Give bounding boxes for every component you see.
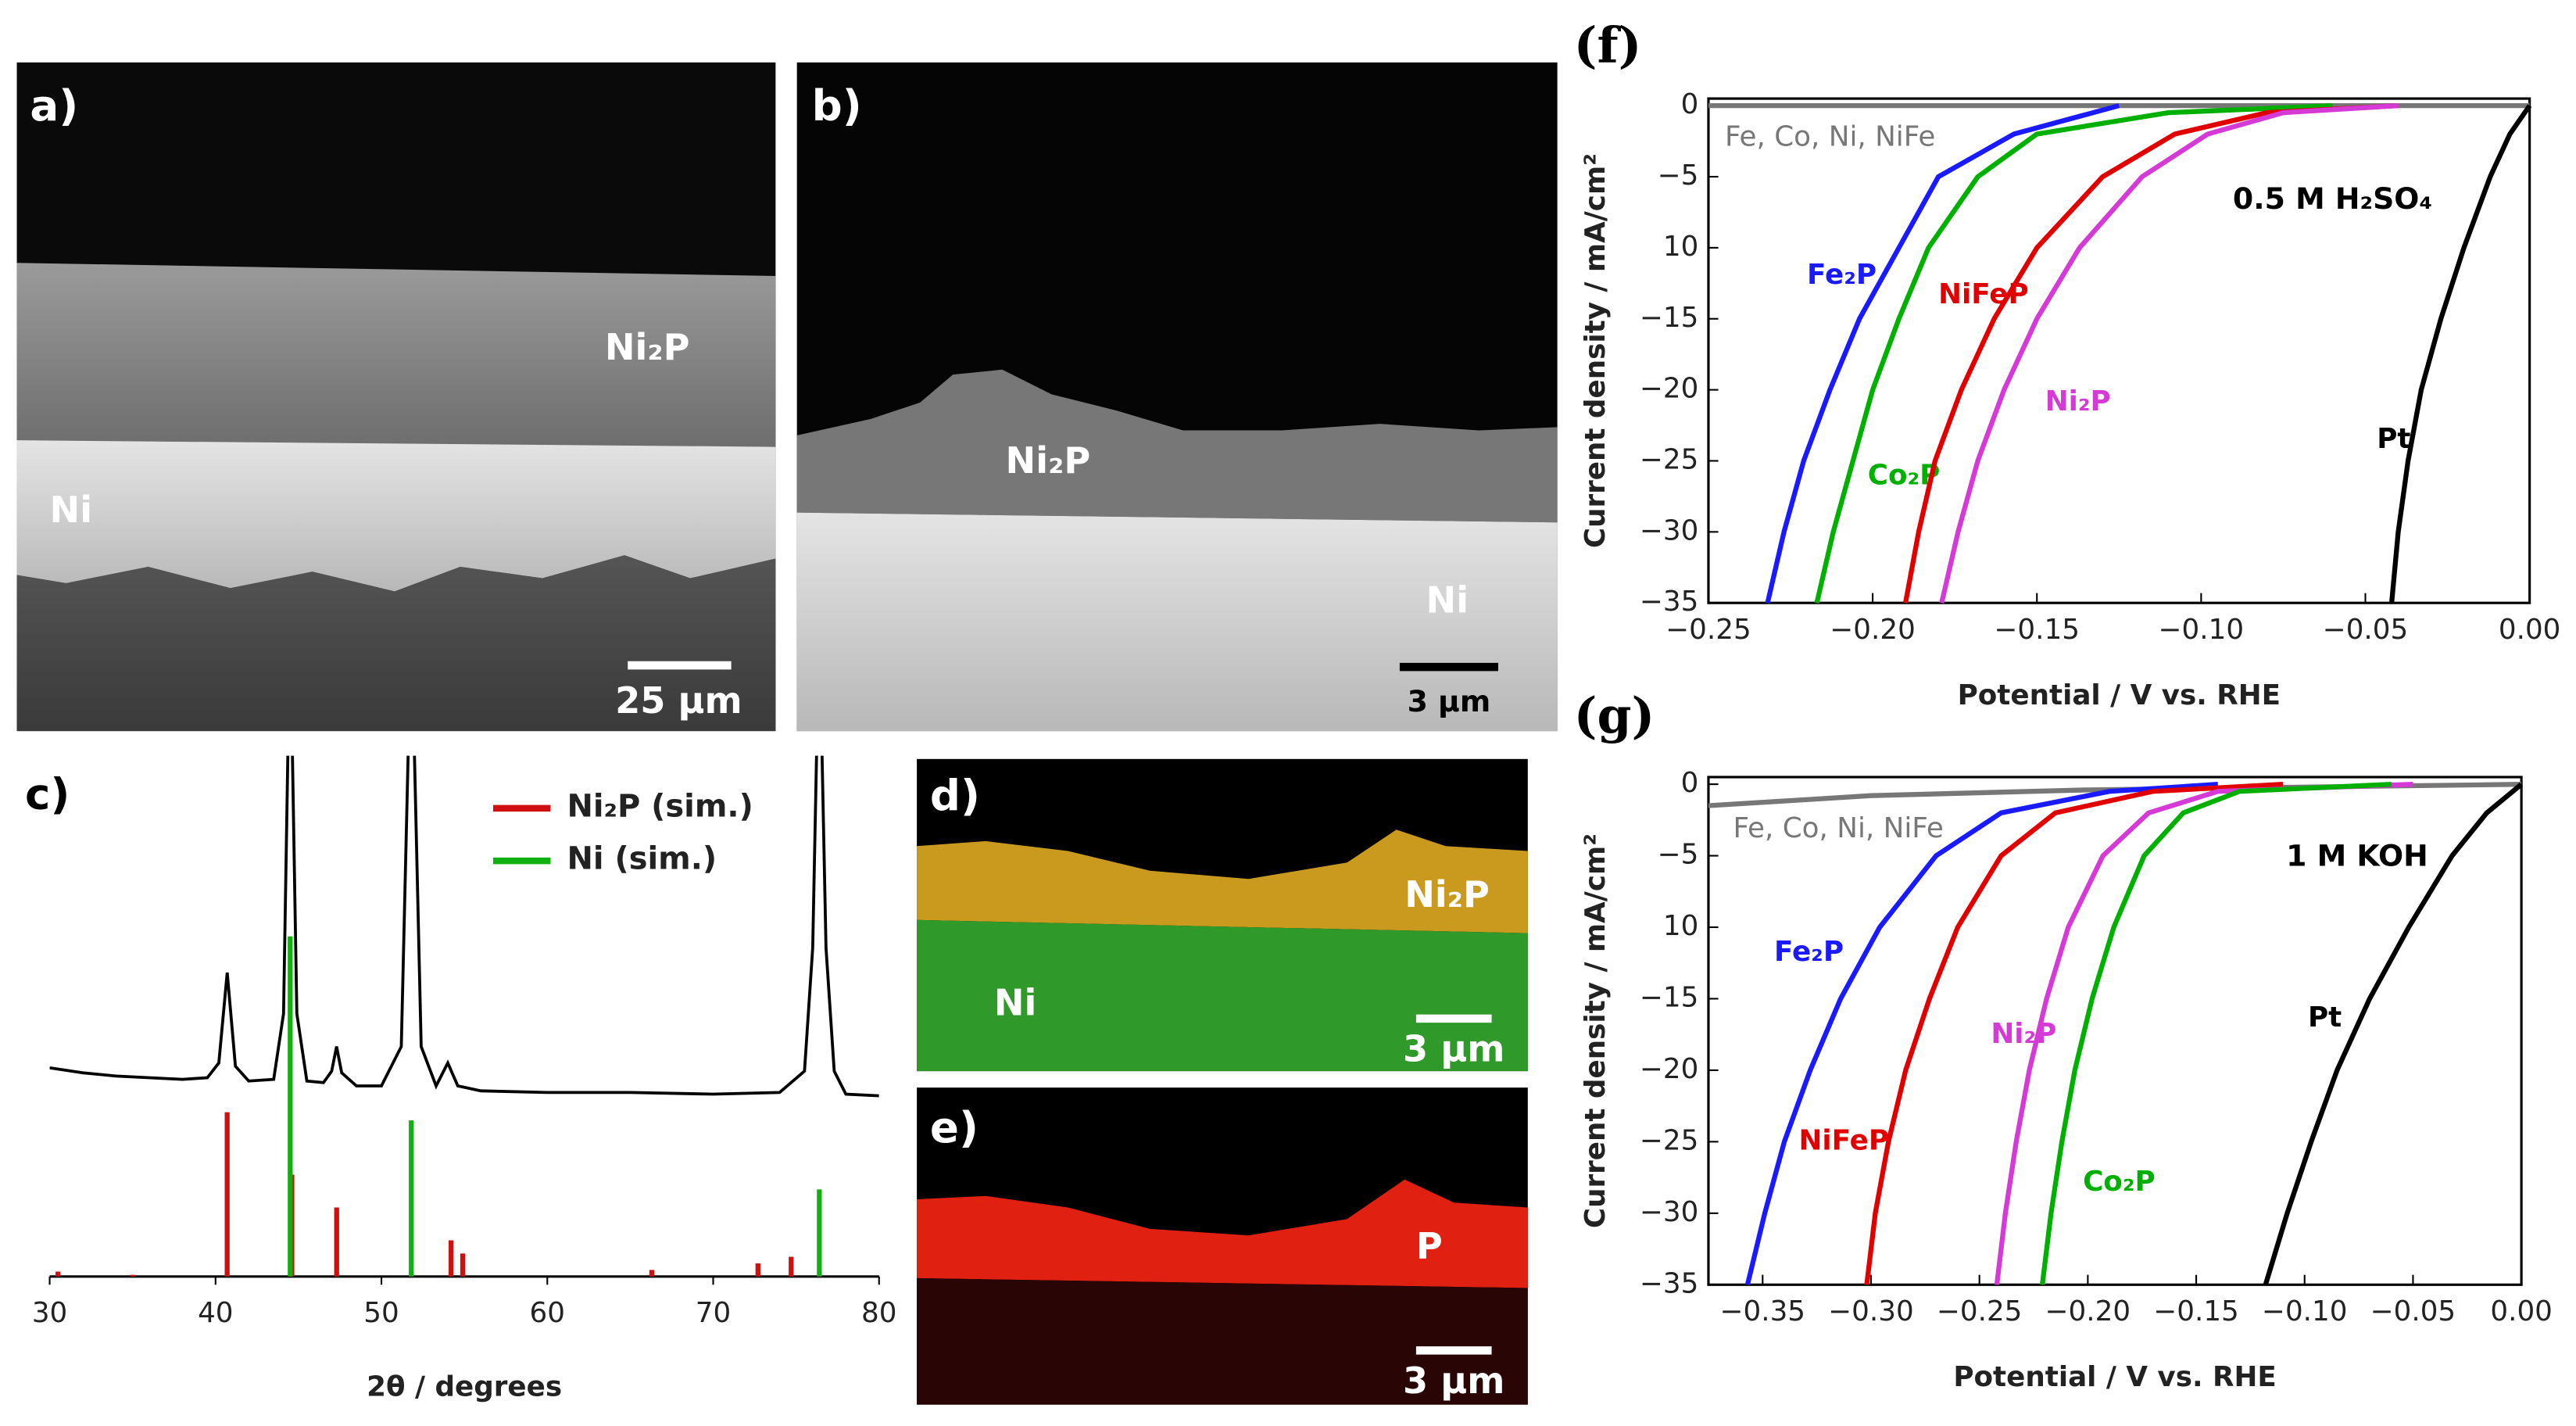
panel-label: a) [30,81,78,131]
y-tick-label: 10 [1663,910,1698,942]
region-label: Ni [1426,579,1469,622]
panel-label: (g) [1574,686,1655,744]
x-tick-label: 60 [530,1297,565,1329]
scale-bar-label: 3 µm [1408,684,1491,718]
series-label: Pt [2308,1001,2342,1034]
series-label: Ni₂P [1991,1018,2056,1050]
series-label: Ni₂P [2045,385,2111,417]
scale-bar-label: 3 µm [1403,1360,1504,1402]
panel-label: d) [930,770,980,820]
x-tick-label: −0.15 [2153,1295,2238,1327]
panel-label: b) [812,81,862,131]
y-tick-label: −25 [1640,443,1698,475]
y-tick-label: 10 [1663,231,1698,263]
x-tick-label: 70 [696,1297,731,1329]
region-label: Ni [994,982,1037,1024]
curve [1744,782,2219,1286]
y-tick-label: −30 [1640,1196,1698,1228]
y-axis-label: Current density / mA/cm² [1580,153,1612,548]
x-tick-label: 0.00 [2490,1295,2553,1327]
x-tick-label: −0.10 [2262,1295,2347,1327]
legend-label: Ni (sim.) [567,841,717,877]
series-label: NiFeP [1799,1124,1890,1156]
x-tick-label: −0.10 [2159,614,2244,646]
series-label: Fe, Co, Ni, NiFe [1725,121,1935,153]
panel-label: c) [25,769,70,819]
curve [1814,102,2333,604]
region-label: Ni [50,489,93,531]
annotation: 0.5 M H₂SO₄ [2233,181,2432,216]
y-tick-label: −35 [1640,586,1698,618]
series-label: NiFeP [1938,278,2029,310]
x-tick-label: 40 [198,1297,233,1329]
x-tick-label: −0.25 [1937,1295,2022,1327]
plot-frame [1707,97,2531,604]
sem-image-b [796,62,1558,732]
plot-area [49,755,879,1277]
series-label: Fe₂P [1807,259,1877,291]
x-tick-label: −0.15 [1994,614,2079,646]
region-label: P [1416,1225,1443,1267]
x-tick-label: −0.35 [1720,1295,1805,1327]
y-tick-label: 0 [1681,88,1699,120]
x-axis-label: 2θ / degrees [367,1371,562,1403]
x-tick-label: −0.20 [1830,614,1915,646]
panel-label: e) [930,1102,979,1152]
x-tick-label: −0.05 [2370,1295,2456,1327]
eds-map-d [917,758,1528,1072]
x-tick-label: −0.25 [1665,614,1751,646]
region-label: Ni₂P [1006,439,1091,482]
curve [1994,782,2413,1285]
scale-bar-label: 25 µm [615,679,742,722]
plot-frame [1707,776,2523,1286]
curve [2263,782,2524,1286]
region-label: Ni₂P [605,326,690,368]
y-tick-label: −35 [1640,1267,1698,1299]
y-tick-label: 0 [1681,767,1699,799]
x-tick-label: −0.05 [2323,614,2408,646]
curve [2040,782,2392,1285]
scale-bar-label: 3 µm [1403,1027,1504,1070]
y-tick-label: −20 [1640,1053,1698,1085]
y-tick-label: −30 [1640,514,1698,546]
curve [1765,103,2120,604]
x-tick-label: 50 [363,1297,399,1329]
y-tick-label: −5 [1658,839,1699,871]
curve [1864,782,2284,1285]
x-tick-label: −0.20 [2045,1295,2131,1327]
legend-label: Ni₂P (sim.) [567,788,753,824]
series-label: Fe₂P [1774,936,1844,968]
y-axis-label: Current density / mA/cm² [1580,833,1612,1228]
series-label: Co₂P [2083,1166,2156,1198]
eds-map-e [917,1087,1528,1405]
curve [2388,104,2532,604]
x-axis-label: Potential / V vs. RHE [1953,1361,2276,1393]
sem-image-a [16,62,776,732]
region-label: Ni₂P [1404,873,1490,915]
x-tick-label: 0.00 [2499,614,2561,646]
curve [1903,102,2399,604]
series-label: Pt [2377,423,2410,455]
series-label: Fe, Co, Ni, NiFe [1733,812,1943,844]
panel-label: (f) [1574,16,1642,74]
y-tick-label: −25 [1640,1124,1698,1156]
y-tick-label: −5 [1658,159,1699,192]
x-tick-label: 80 [861,1297,896,1329]
x-axis-label: Potential / V vs. RHE [1958,679,2281,711]
measured-pattern [49,755,879,1098]
y-tick-label: −15 [1640,981,1698,1013]
curve [1939,102,2399,604]
x-tick-label: 30 [32,1297,67,1329]
y-tick-label: −15 [1640,302,1698,334]
annotation: 1 M KOH [2286,838,2428,872]
y-tick-label: −20 [1640,373,1698,405]
curve [1708,782,2522,808]
x-tick-label: −0.30 [1828,1295,1913,1327]
